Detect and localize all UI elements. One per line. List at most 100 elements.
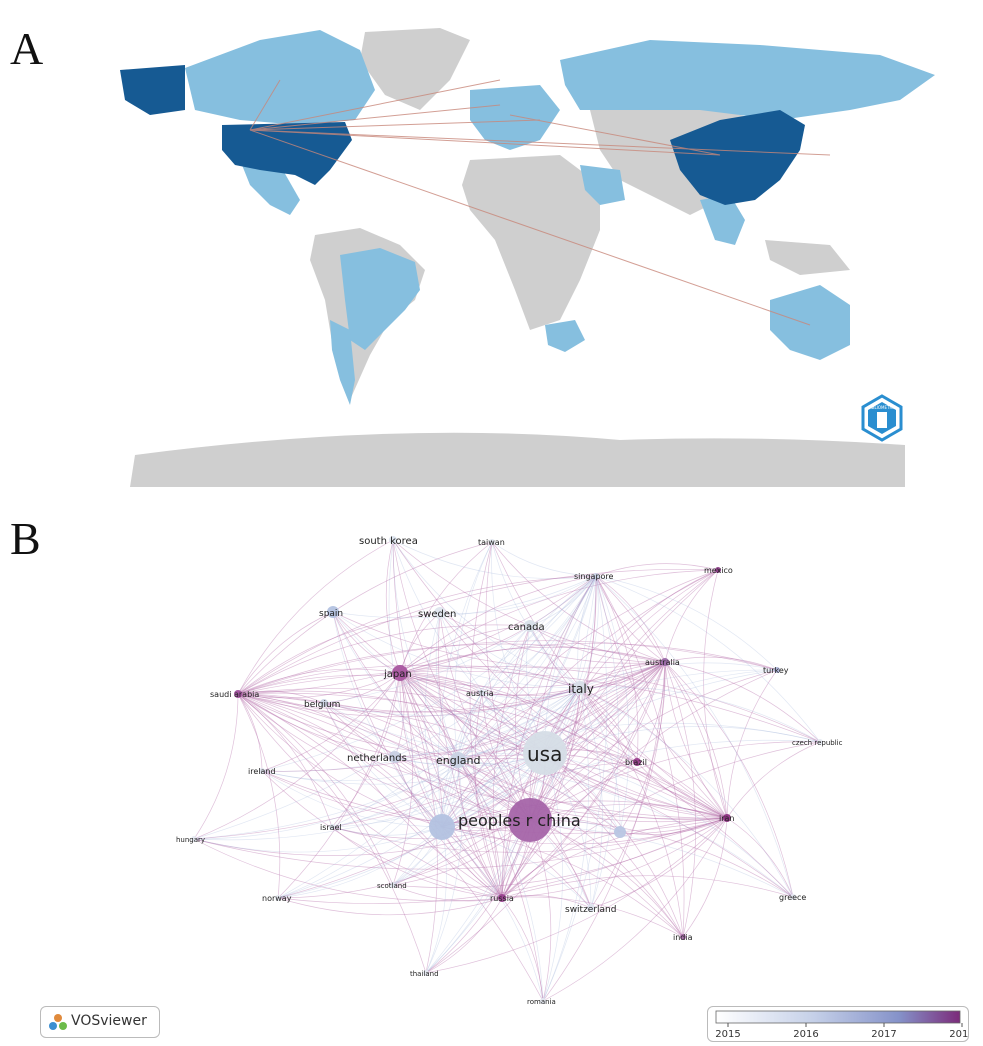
network-edge [261, 759, 459, 782]
network-edge [392, 575, 597, 886]
vosviewer-badge: VOSviewer [40, 1006, 160, 1038]
network-edge [579, 661, 666, 689]
network-edge [331, 752, 546, 828]
network-edge [435, 612, 459, 761]
network-edge [595, 575, 630, 833]
network-edge [399, 575, 597, 674]
network-edge [501, 741, 821, 899]
network-edge [261, 770, 728, 834]
node-label-spain: spain [319, 609, 343, 619]
network-edge [331, 661, 666, 828]
network-edge [457, 569, 719, 761]
network-edge [237, 693, 503, 899]
network-edge [399, 666, 821, 743]
network-edge [331, 687, 581, 828]
network-edge [237, 539, 394, 695]
network-edge [457, 759, 728, 820]
network-edge [237, 612, 441, 695]
network-edge [277, 672, 401, 899]
network-edge [439, 575, 597, 614]
node-romania [540, 998, 546, 1004]
network-edge [394, 661, 666, 758]
network-edge [501, 687, 581, 899]
network-edge [664, 661, 728, 819]
node-australia [661, 658, 669, 666]
node-hungary [191, 836, 197, 842]
network-edge [501, 569, 719, 899]
network-edge [237, 687, 581, 718]
network-edge [441, 826, 592, 909]
node-taiwan [489, 539, 495, 545]
network-edge [331, 819, 531, 839]
network-edge [237, 670, 821, 743]
node-label-sweden: sweden [418, 609, 456, 620]
network-edge [457, 759, 621, 833]
node-singapore [593, 573, 599, 579]
network-edge [441, 817, 728, 845]
node-netherlands [389, 751, 401, 763]
node-label-brazil: brazil [625, 758, 647, 767]
network-edge [237, 664, 581, 695]
node-label-england: england [436, 754, 480, 767]
network-edge [399, 672, 503, 899]
network-edge [441, 826, 544, 1002]
map-collaboration-lines [249, 79, 831, 326]
network-edge [579, 687, 794, 898]
logo-text: BIBLIOMETRIX [868, 405, 897, 410]
network-edge [237, 693, 621, 833]
network-edge [457, 625, 531, 761]
network-edge [441, 687, 581, 828]
legend-tick-label: 2015 [715, 1029, 740, 1040]
node-label-mexico: mexico [704, 566, 733, 575]
network-edge [579, 686, 821, 743]
network-edge [515, 625, 531, 821]
network-edge [491, 541, 666, 663]
network-edge [664, 661, 794, 898]
network-edge [193, 693, 239, 840]
network-edge [193, 752, 546, 841]
network-edge [453, 541, 493, 761]
world-collaboration-map: BIBLIOMETRIX [120, 28, 935, 487]
network-edge [529, 817, 728, 835]
node-korea2 [614, 826, 626, 838]
network-edge [441, 661, 666, 828]
network-edge [457, 759, 684, 938]
node-label-romania: romania [527, 998, 556, 1006]
network-edge [457, 759, 503, 899]
network-edge [237, 668, 401, 695]
network-edge [392, 539, 459, 761]
network-edge [193, 575, 597, 840]
network-edge [392, 661, 666, 886]
network-edge [542, 687, 589, 1002]
network-edge [392, 539, 531, 821]
node-label-netherlands: netherlands [347, 753, 407, 764]
network-edge [323, 702, 531, 821]
network-edge [529, 625, 728, 819]
network-edge [332, 611, 581, 689]
network-edge [544, 752, 684, 938]
network-edge [544, 752, 728, 819]
network-edge [438, 612, 503, 899]
network-edge [441, 575, 597, 828]
network-edge [277, 759, 459, 899]
node-label-thailand: thailand [410, 970, 439, 978]
network-edge [237, 693, 684, 938]
node-label-italy: italy [568, 682, 594, 696]
network-edge [237, 693, 531, 821]
network-edge [619, 817, 728, 835]
node-label-taiwan: taiwan [478, 538, 505, 547]
node-china [508, 798, 552, 842]
network-edge [394, 687, 581, 758]
node-label-israel: israel [320, 823, 342, 832]
bibliometrix-logo: BIBLIOMETRIX [861, 394, 903, 442]
network-edge [323, 702, 459, 761]
network-edge [439, 612, 666, 664]
network-edge [529, 661, 666, 821]
network-edge [703, 569, 728, 819]
network-edge [441, 826, 684, 938]
network-edge [237, 624, 531, 695]
network-edge [193, 687, 581, 840]
network-edge [457, 758, 728, 819]
network-edge [394, 575, 597, 758]
network-edge [277, 826, 443, 899]
